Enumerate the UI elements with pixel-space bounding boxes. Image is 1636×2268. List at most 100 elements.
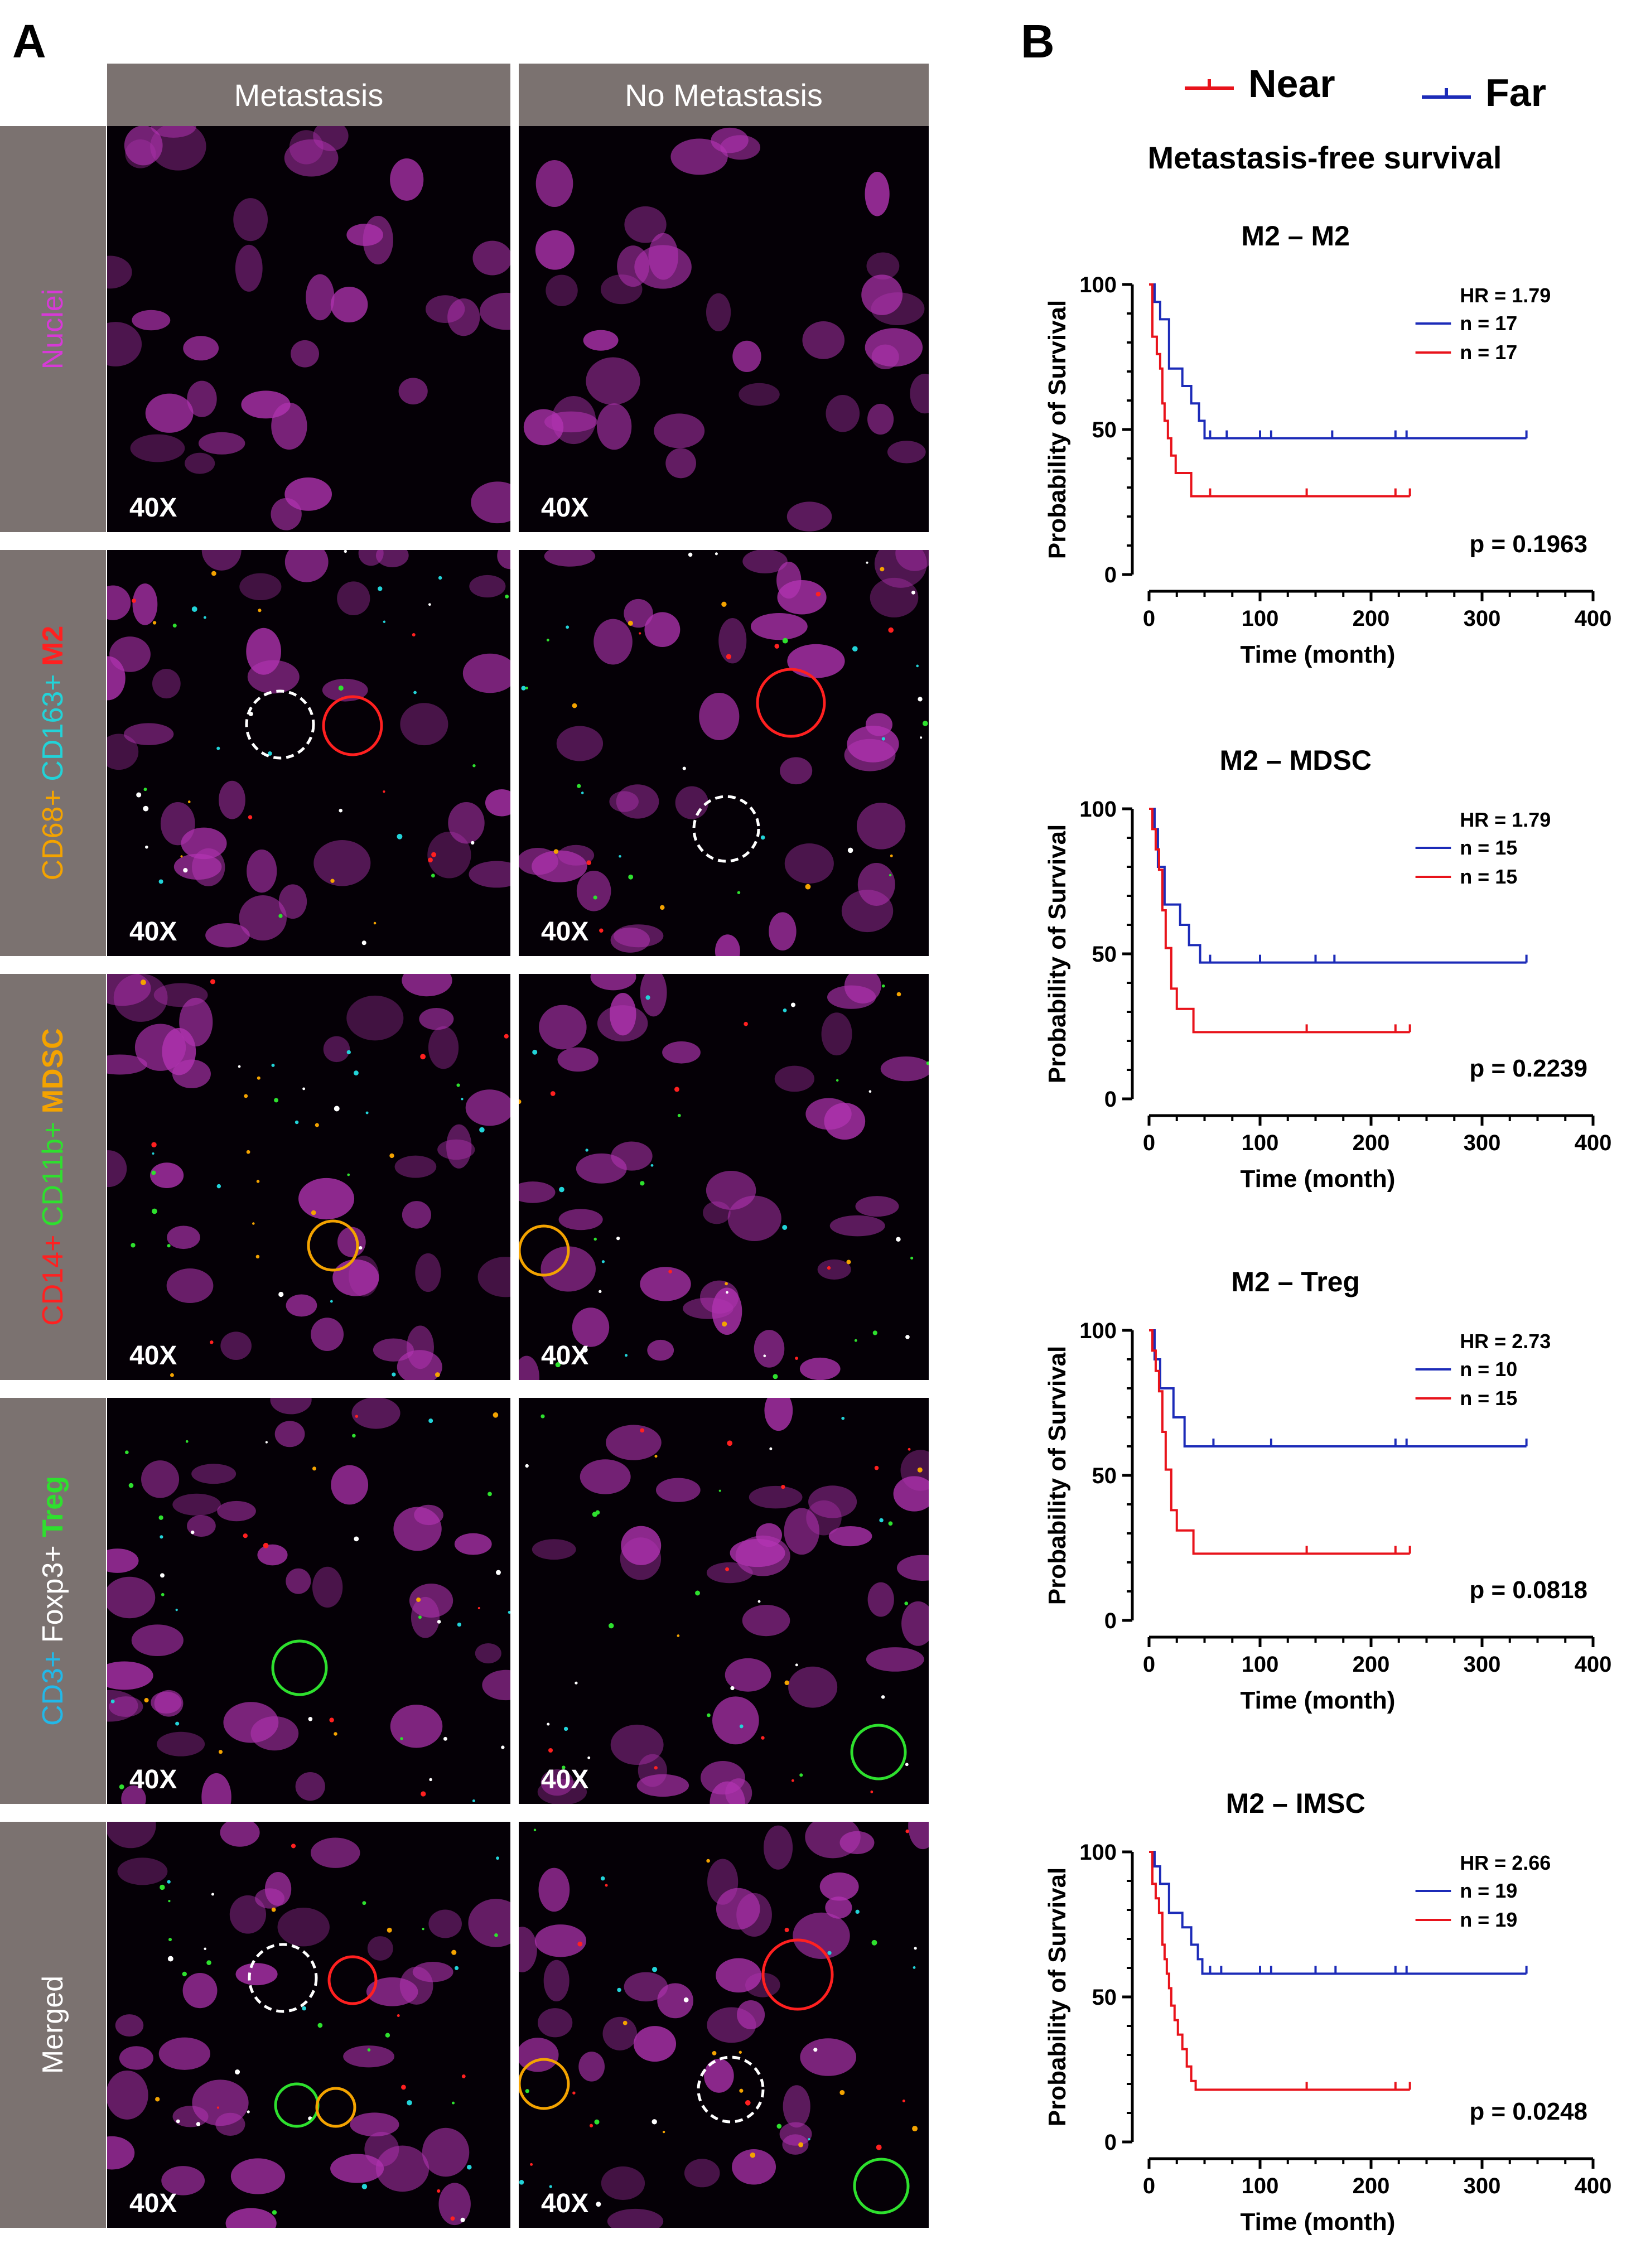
legend-near-swatch — [1185, 79, 1234, 90]
nucleus-blob — [806, 1500, 842, 1536]
row-label-part: CD163+ — [37, 665, 69, 781]
signal-speckle — [508, 1611, 510, 1614]
signal-speckle — [846, 1260, 851, 1265]
nucleus-blob — [607, 2208, 664, 2228]
nucleus-blob — [157, 1731, 205, 1757]
signal-speckle — [782, 1224, 788, 1230]
nucleus-blob — [662, 1041, 701, 1064]
signal-speckle — [879, 1518, 884, 1523]
nucleus-blob — [583, 330, 619, 351]
signal-speckle — [373, 921, 377, 925]
n-label-far: n = 10 — [1460, 1358, 1517, 1381]
signal-speckle — [235, 2069, 240, 2075]
signal-speckle — [435, 1372, 440, 1377]
signal-speckle — [295, 1120, 299, 1125]
signal-speckle — [553, 849, 559, 854]
nucleus-blob — [109, 1696, 143, 1717]
signal-speckle — [896, 1237, 901, 1242]
km-plot-1: M2 – M2 0 50 100 0 100 200 300 400 Time (month) Pr… — [1044, 220, 1611, 668]
row-label-part: Nuclei — [37, 288, 69, 370]
signal-speckle — [914, 1947, 917, 1950]
signal-speckle — [827, 1951, 832, 1955]
nucleus-blob — [375, 550, 409, 567]
signal-speckle — [183, 868, 188, 873]
y-tick-label: 100 — [1079, 1840, 1117, 1865]
signal-speckle — [361, 940, 366, 945]
signal-speckle — [311, 1210, 316, 1215]
x-tick-label: 300 — [1464, 606, 1501, 631]
nucleus-blob — [895, 550, 929, 571]
magnification-label: 40X — [541, 2189, 589, 2218]
nucleus-blob — [311, 1837, 360, 1868]
nucleus-blob — [167, 1225, 200, 1249]
signal-speckle — [456, 1083, 460, 1087]
signal-speckle — [911, 590, 915, 595]
nucleus-blob — [519, 848, 558, 875]
signal-speckle — [525, 1464, 529, 1468]
y-tick-label: 50 — [1092, 1985, 1117, 2010]
signal-speckle — [726, 654, 732, 659]
nucleus-blob — [867, 1582, 894, 1617]
signal-speckle — [334, 1732, 337, 1736]
signal-speckle — [160, 1884, 165, 1890]
signal-speckle — [158, 1515, 163, 1520]
signal-speckle — [712, 2050, 717, 2055]
nucleus-blob — [556, 726, 604, 761]
nucleus-blob — [737, 2000, 765, 2029]
signal-speckle — [750, 2152, 756, 2158]
survival-curve-near — [1149, 283, 1410, 498]
nucleus-blob — [295, 1772, 325, 1801]
signal-speckle — [722, 1321, 727, 1327]
nucleus-blob — [286, 1568, 311, 1594]
signal-speckle — [119, 1784, 124, 1789]
nucleus-blob — [887, 441, 926, 464]
signal-speckle — [367, 2048, 371, 2052]
micrograph-image — [107, 550, 510, 948]
nucleus-blob — [580, 1459, 631, 1494]
signal-speckle — [454, 1966, 459, 1970]
nucleus-blob — [866, 252, 900, 280]
nucleus-blob — [756, 1523, 783, 1547]
cell-highlight-circle — [248, 1943, 318, 2013]
signal-speckle — [204, 1947, 206, 1951]
signal-speckle — [904, 1601, 909, 1605]
signal-speckle — [813, 2048, 818, 2052]
signal-speckle — [437, 2189, 441, 2193]
nucleus-blob — [640, 974, 667, 1017]
nucleus-blob — [130, 434, 185, 462]
hazard-ratio-label: HR = 1.79 — [1460, 284, 1551, 307]
survival-curve-far — [1149, 1329, 1527, 1447]
plot-title: M2 – MDSC — [1220, 745, 1372, 776]
nucleus-blob — [270, 1398, 312, 1415]
signal-speckle — [650, 1164, 654, 1167]
signal-speckle — [582, 1347, 588, 1353]
micrograph-treg-no-metastasis: 40X — [519, 1398, 929, 1804]
nucleus-blob — [107, 322, 142, 366]
signal-speckle — [338, 685, 344, 691]
signal-speckle — [152, 621, 157, 625]
nucleus-blob — [732, 340, 761, 373]
cell-highlight-circle — [274, 2082, 320, 2128]
row-label-part: CD68+ — [37, 781, 69, 881]
signal-speckle — [170, 1373, 174, 1377]
nucleus-blob — [624, 599, 653, 628]
nucleus-blob — [390, 158, 424, 201]
signal-speckle — [593, 1237, 597, 1241]
legend-far: Far — [1420, 59, 1546, 126]
nucleus-blob — [782, 2134, 809, 2155]
nucleus-blob — [330, 2154, 384, 2183]
nucleus-blob — [346, 995, 404, 1041]
nucleus-blob — [132, 310, 171, 331]
nucleus-blob — [910, 374, 929, 414]
nucleus-blob — [331, 1465, 369, 1505]
signal-speckle — [739, 2088, 744, 2093]
nucleus-blob — [343, 2045, 394, 2068]
signal-speckle — [668, 1270, 672, 1273]
signal-speckle — [530, 2163, 533, 2166]
nucleus-blob — [166, 1268, 214, 1303]
signal-speckle — [625, 1354, 628, 1357]
signal-speckle — [496, 1570, 501, 1575]
nucleus-blob — [609, 791, 639, 812]
signal-speckle — [152, 1208, 157, 1214]
signal-speckle — [902, 2100, 905, 2103]
